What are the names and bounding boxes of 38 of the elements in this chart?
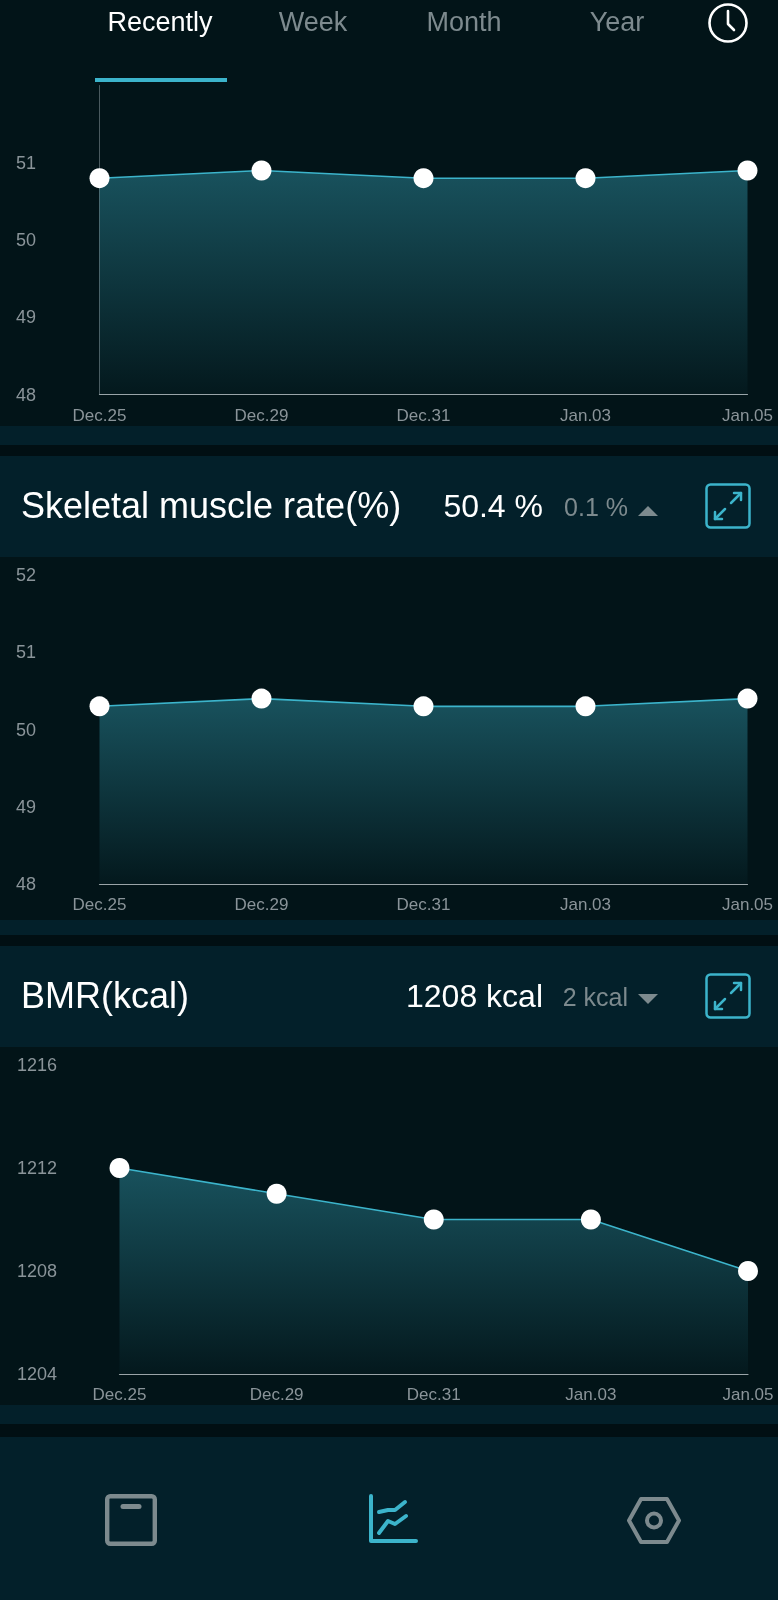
chart-title: Skeletal muscle rate(%) <box>21 485 402 527</box>
text: Year <box>589 6 645 38</box>
text: 2 kcal <box>562 982 628 1012</box>
y-tick-label: 50 <box>15 230 36 250</box>
y-tick-label: 48 <box>15 384 36 405</box>
x-tick-label: Dec.25 <box>92 1385 147 1404</box>
x-tick-label: Dec.25 <box>72 895 127 914</box>
x-tick-label: Dec.29 <box>249 1385 304 1404</box>
x-tick-label: Dec.29 <box>234 405 289 425</box>
text: 0.1 % <box>564 492 628 522</box>
x-tick-label: Jan.03 <box>559 895 612 914</box>
x-tick-label: Dec.31 <box>406 1385 461 1404</box>
y-tick-label: 50 <box>15 719 36 740</box>
x-tick-label: Dec.31 <box>396 895 451 914</box>
x-tick-label: Dec.29 <box>234 895 289 914</box>
text: 50.4 % <box>443 487 543 525</box>
x-tick-label: Dec.31 <box>396 405 451 425</box>
text: Recently <box>107 6 213 38</box>
y-tick-label: 1212 <box>16 1158 57 1178</box>
y-tick-label: 51 <box>15 152 36 173</box>
y-tick-label: 52 <box>15 565 36 585</box>
y-tick-label: 48 <box>15 874 36 894</box>
x-tick-label: Jan.05 <box>721 405 774 425</box>
text: Week <box>278 6 348 38</box>
x-tick-label: Jan.05 <box>721 895 774 914</box>
chart-title: BMR(kcal) <box>21 975 189 1017</box>
y-tick-label: 1208 <box>16 1261 57 1281</box>
y-tick-label: 49 <box>15 796 36 817</box>
x-tick-label: Jan.05 <box>722 1385 774 1404</box>
y-tick-label: 1216 <box>16 1055 57 1075</box>
y-tick-label: 51 <box>15 642 36 663</box>
x-tick-label: Jan.03 <box>565 1385 617 1404</box>
y-tick-label: 1204 <box>16 1364 57 1384</box>
x-tick-label: Dec.25 <box>72 405 127 425</box>
x-tick-label: Jan.03 <box>559 405 612 425</box>
text: 1208 kcal <box>406 977 543 1015</box>
text: Month <box>426 6 502 38</box>
y-tick-label: 49 <box>15 307 36 328</box>
